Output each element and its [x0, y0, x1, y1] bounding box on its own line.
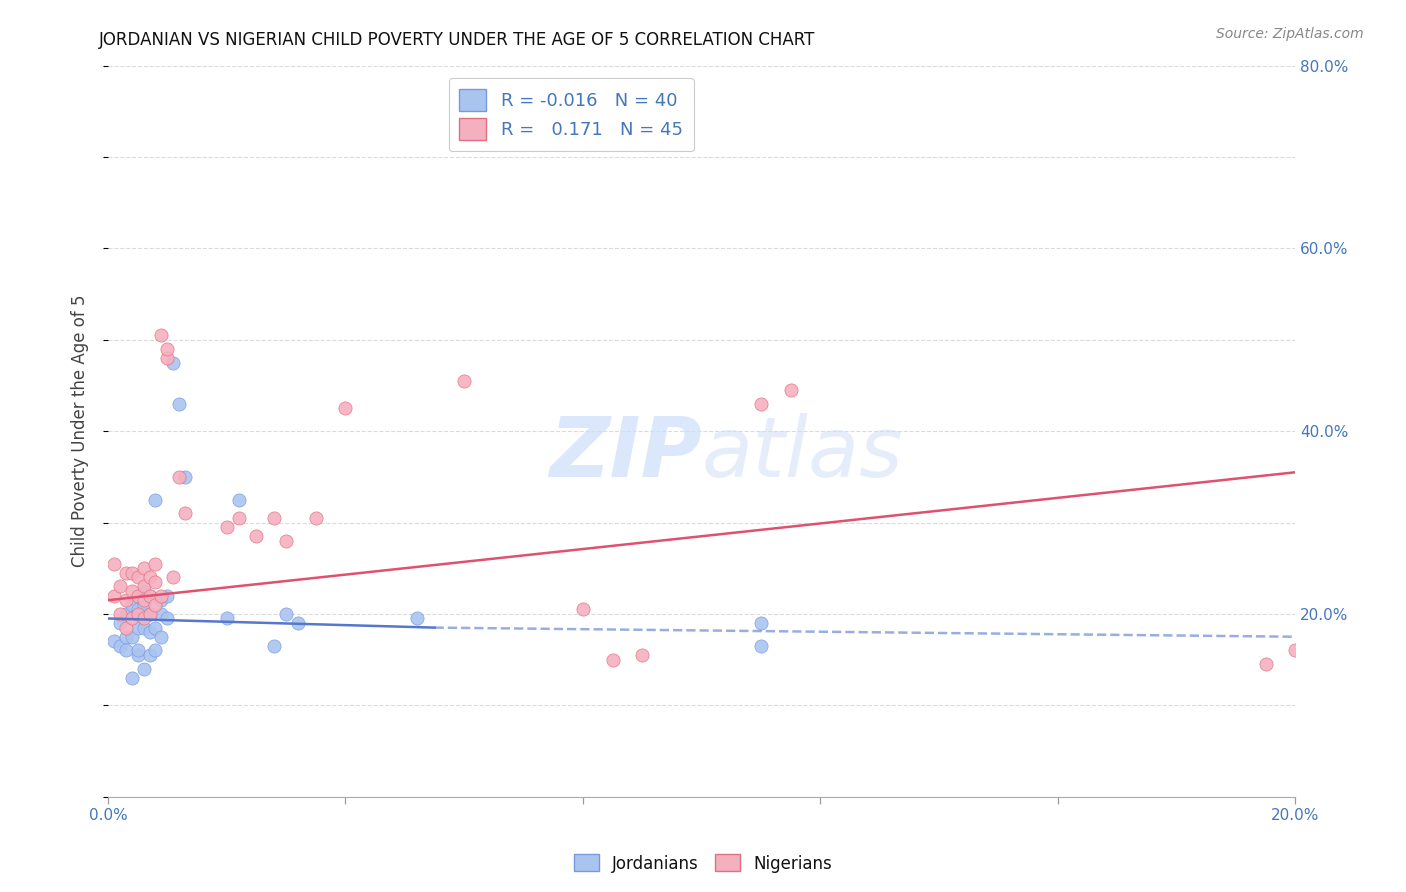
Point — [132, 580, 155, 594]
Point — [127, 570, 149, 584]
Point — [132, 584, 155, 599]
Text: ZIP: ZIP — [550, 413, 702, 493]
Point — [274, 533, 297, 548]
Y-axis label: Child Poverty Under the Age of 5: Child Poverty Under the Age of 5 — [72, 295, 89, 567]
Point — [1284, 643, 1306, 657]
Point — [103, 589, 125, 603]
Point — [138, 648, 160, 662]
Point — [138, 589, 160, 603]
Point — [127, 643, 149, 657]
Point — [108, 580, 131, 594]
Point — [228, 492, 250, 507]
Point — [114, 621, 136, 635]
Point — [121, 584, 143, 599]
Text: atlas: atlas — [702, 413, 903, 493]
Point — [145, 643, 167, 657]
Point — [121, 566, 143, 580]
Point — [138, 607, 160, 621]
Point — [305, 511, 328, 525]
Point — [108, 615, 131, 630]
Point — [121, 598, 143, 612]
Point — [103, 634, 125, 648]
Point — [138, 570, 160, 584]
Point — [103, 557, 125, 571]
Point — [145, 574, 167, 589]
Point — [121, 630, 143, 644]
Point — [263, 639, 285, 653]
Text: JORDANIAN VS NIGERIAN CHILD POVERTY UNDER THE AGE OF 5 CORRELATION CHART: JORDANIAN VS NIGERIAN CHILD POVERTY UNDE… — [98, 31, 815, 49]
Point — [127, 648, 149, 662]
Point — [405, 611, 427, 625]
Point — [132, 561, 155, 575]
Point — [287, 615, 309, 630]
Point — [156, 351, 179, 365]
Point — [114, 593, 136, 607]
Point — [156, 342, 179, 356]
Point — [114, 566, 136, 580]
Point — [121, 671, 143, 685]
Point — [145, 621, 167, 635]
Point — [150, 630, 173, 644]
Point — [114, 643, 136, 657]
Point — [132, 662, 155, 676]
Point — [228, 511, 250, 525]
Point — [108, 607, 131, 621]
Point — [156, 611, 179, 625]
Point — [335, 401, 357, 416]
Point — [108, 639, 131, 653]
Legend: R = -0.016   N = 40, R =   0.171   N = 45: R = -0.016 N = 40, R = 0.171 N = 45 — [449, 78, 693, 152]
Point — [174, 507, 197, 521]
Point — [138, 589, 160, 603]
Point — [162, 570, 184, 584]
Point — [127, 589, 149, 603]
Point — [150, 589, 173, 603]
Point — [150, 607, 173, 621]
Point — [121, 611, 143, 625]
Point — [1254, 657, 1277, 672]
Point — [114, 607, 136, 621]
Point — [132, 598, 155, 612]
Point — [127, 621, 149, 635]
Point — [127, 602, 149, 616]
Point — [215, 611, 238, 625]
Point — [132, 593, 155, 607]
Text: Source: ZipAtlas.com: Source: ZipAtlas.com — [1216, 27, 1364, 41]
Point — [749, 639, 772, 653]
Point — [174, 470, 197, 484]
Point — [138, 625, 160, 640]
Legend: Jordanians, Nigerians: Jordanians, Nigerians — [567, 847, 839, 880]
Point — [215, 520, 238, 534]
Point — [749, 397, 772, 411]
Point — [162, 356, 184, 370]
Point — [156, 589, 179, 603]
Point — [602, 652, 624, 666]
Point — [145, 492, 167, 507]
Point — [245, 529, 267, 543]
Point — [631, 648, 654, 662]
Point — [572, 602, 595, 616]
Point — [145, 598, 167, 612]
Point — [127, 607, 149, 621]
Point — [749, 615, 772, 630]
Point — [132, 621, 155, 635]
Point — [145, 557, 167, 571]
Point — [150, 593, 173, 607]
Point — [132, 611, 155, 625]
Point — [114, 630, 136, 644]
Point — [263, 511, 285, 525]
Point — [150, 328, 173, 343]
Point — [274, 607, 297, 621]
Point — [453, 374, 475, 388]
Point — [167, 397, 190, 411]
Point — [167, 470, 190, 484]
Point — [779, 383, 801, 397]
Point — [138, 607, 160, 621]
